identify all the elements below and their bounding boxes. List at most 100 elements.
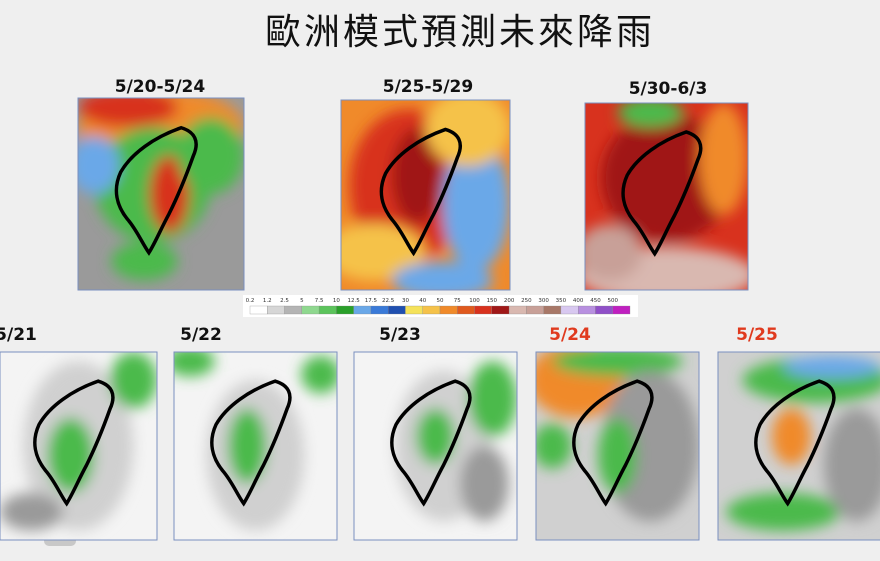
rain-blob xyxy=(78,98,178,127)
colorbar-swatch xyxy=(405,305,423,315)
rain-blob xyxy=(442,138,510,271)
rain-blob xyxy=(597,417,638,493)
colorbar-swatch xyxy=(284,305,302,315)
rain-blob xyxy=(301,355,337,394)
colorbar-label: 40 xyxy=(419,298,426,304)
rain-blob xyxy=(149,155,190,233)
colorbar-label: 100 xyxy=(469,298,480,304)
map-label: 5/21 xyxy=(0,325,37,345)
map-area xyxy=(174,352,337,540)
colorbar-label: 12.5 xyxy=(348,298,361,304)
colorbar-label: 300 xyxy=(538,298,549,304)
map-label: 5/24 xyxy=(549,325,591,345)
colorbar-swatch xyxy=(267,305,285,315)
colorbar-swatch xyxy=(491,305,510,315)
colorbar-label: 200 xyxy=(504,298,515,304)
map-label: 5/23 xyxy=(379,325,421,345)
colorbar-swatch xyxy=(595,305,613,315)
rain-map xyxy=(0,351,158,541)
map-area xyxy=(718,352,880,540)
rain-map xyxy=(584,102,749,291)
rain-map xyxy=(340,99,511,291)
colorbar: 0.2 1.2 2.5 5 7.5 10 12.5 17.5 22.5 30 40 50 75 100 15… xyxy=(243,295,638,317)
rain-blob xyxy=(391,261,494,290)
colorbar-swatch xyxy=(336,305,354,315)
colorbar-swatch xyxy=(422,305,441,315)
colorbar-swatch xyxy=(578,305,596,315)
map-label: 5/30-6/3 xyxy=(629,79,708,99)
colorbar-label: 450 xyxy=(590,298,601,304)
map-frame xyxy=(353,351,518,541)
map-frame xyxy=(173,351,338,541)
colorbar-swatch xyxy=(318,305,337,315)
map-label: 5/25-5/29 xyxy=(383,77,473,97)
rain-blob xyxy=(536,423,572,469)
colorbar-label: 2.5 xyxy=(280,298,289,304)
map-area xyxy=(78,98,244,290)
rain-blob xyxy=(0,493,63,531)
rain-blob xyxy=(726,493,841,531)
colorbar-swatch xyxy=(388,305,406,315)
map-frame xyxy=(584,102,749,291)
colorbar-label: 350 xyxy=(556,298,567,304)
colorbar-label: 7.5 xyxy=(315,298,324,304)
colorbar-swatch xyxy=(457,305,475,315)
rain-map xyxy=(717,351,880,541)
colorbar-label: 5 xyxy=(300,298,304,304)
colorbar-swatch xyxy=(301,305,320,315)
colorbar-swatch xyxy=(508,305,527,315)
colorbar-label: 22.5 xyxy=(382,298,395,304)
colorbar-label: 10 xyxy=(333,298,340,304)
colorbar-swatch xyxy=(353,305,372,315)
map-frame xyxy=(535,351,700,541)
rain-blob xyxy=(174,352,215,377)
map-area xyxy=(354,352,517,540)
rain-blobs xyxy=(726,355,880,531)
colorbar-label: 250 xyxy=(521,298,532,304)
rain-blob xyxy=(425,100,510,167)
rain-blobs xyxy=(174,352,337,531)
map-label: 5/22 xyxy=(180,325,222,345)
map-area xyxy=(341,100,510,290)
colorbar-label: 400 xyxy=(573,298,584,304)
rain-blob xyxy=(78,136,120,194)
rain-blob xyxy=(552,352,683,377)
colorbar-label: 17.5 xyxy=(365,298,378,304)
rain-map xyxy=(535,351,700,541)
rain-blobs xyxy=(78,98,244,281)
title: 歐洲模式預測未來降雨 xyxy=(265,12,655,53)
rain-blobs xyxy=(341,100,510,290)
rain-blob xyxy=(109,352,157,409)
colorbar-swatch xyxy=(439,305,458,315)
rain-blob xyxy=(771,408,811,465)
colorbar-swatch xyxy=(474,305,492,315)
colorbar-swatch xyxy=(370,305,389,315)
rain-blob xyxy=(227,408,267,484)
map-frame xyxy=(340,99,511,291)
map-frame xyxy=(717,351,880,541)
rain-blob xyxy=(459,446,509,522)
colorbar-label: 0.2 xyxy=(246,298,255,304)
colorbar-swatch xyxy=(612,305,631,315)
rain-blob xyxy=(823,408,880,522)
map-frame xyxy=(77,97,245,291)
rain-map xyxy=(77,97,245,291)
colorbar-label: 50 xyxy=(437,298,444,304)
rain-blob xyxy=(699,103,748,216)
rain-blobs xyxy=(536,352,699,522)
rain-blob xyxy=(415,408,456,465)
colorbar-label: 1.2 xyxy=(263,298,272,304)
rain-blob xyxy=(111,242,178,281)
colorbar-swatch xyxy=(543,305,562,315)
colorbar-label: 30 xyxy=(402,298,409,304)
colorbar-swatch xyxy=(560,305,579,315)
colorbar-label: 500 xyxy=(607,298,618,304)
map-label: 5/25 xyxy=(736,325,778,345)
rain-map xyxy=(353,351,518,541)
colorbar-label: 150 xyxy=(487,298,498,304)
map-area xyxy=(536,352,699,540)
colorbar-label: 75 xyxy=(454,298,461,304)
colorbar-swatch xyxy=(526,305,544,315)
rain-blob xyxy=(617,103,683,128)
map-label: 5/20-5/24 xyxy=(115,77,206,97)
